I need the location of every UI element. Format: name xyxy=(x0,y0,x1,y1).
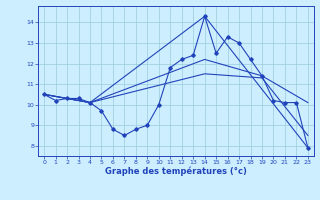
X-axis label: Graphe des températures (°c): Graphe des températures (°c) xyxy=(105,167,247,176)
